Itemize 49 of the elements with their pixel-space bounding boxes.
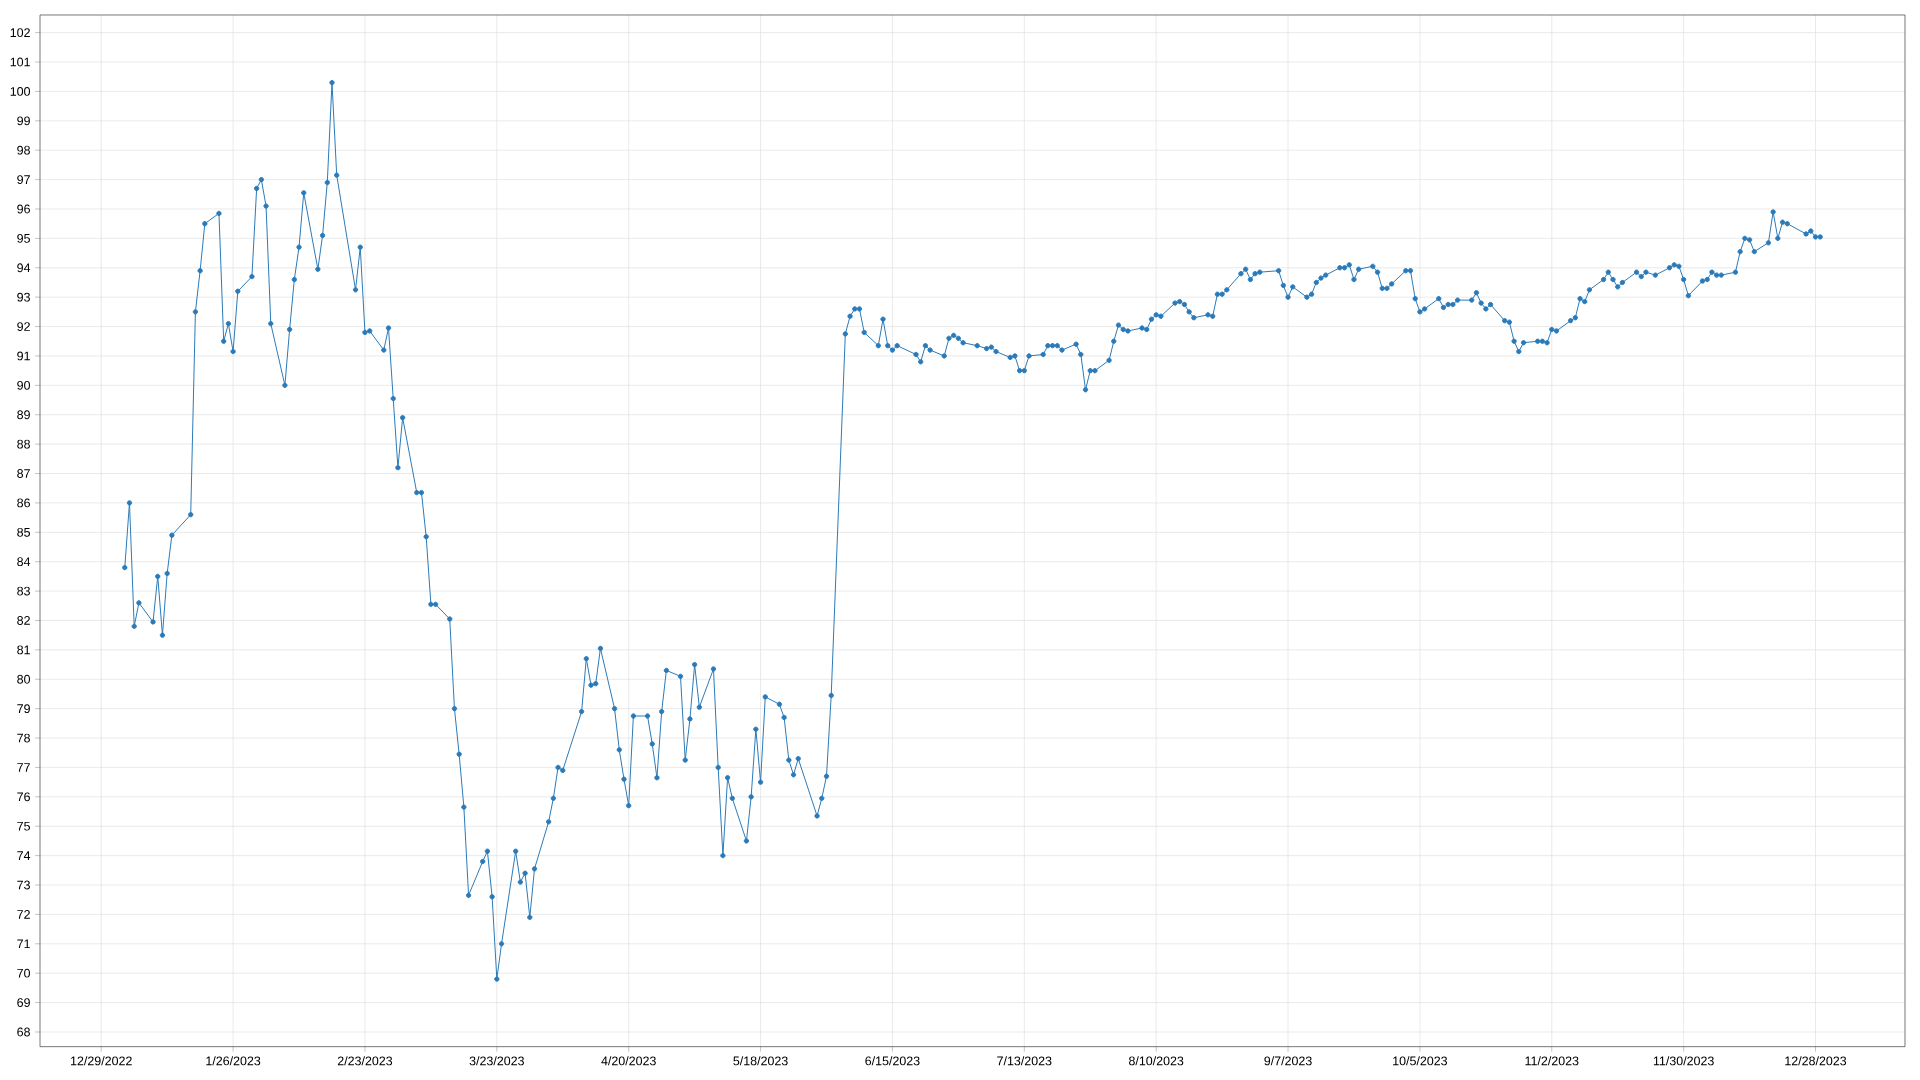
- y-tick-label: 83: [17, 586, 30, 596]
- y-tick-label: 78: [17, 733, 30, 743]
- x-tick-label: 7/13/2023: [997, 1056, 1052, 1066]
- y-tick-label: 73: [17, 880, 30, 890]
- y-tick-label: 88: [17, 439, 30, 449]
- y-tick-label: 70: [17, 968, 31, 978]
- x-tick-label: 5/18/2023: [733, 1056, 788, 1066]
- y-tick-label: 97: [17, 175, 30, 185]
- y-tick-label: 80: [17, 674, 31, 684]
- x-tick-label: 3/23/2023: [469, 1056, 524, 1066]
- x-tick-label: 10/5/2023: [1393, 1056, 1448, 1066]
- y-tick-label: 100: [10, 87, 31, 96]
- y-tick-label: 95: [17, 233, 30, 243]
- y-tick-label: 71: [17, 939, 30, 949]
- x-tick-label: 8/10/2023: [1129, 1056, 1184, 1066]
- x-tick-label: 4/20/2023: [601, 1056, 656, 1066]
- y-tick-label: 86: [17, 498, 30, 508]
- y-tick-label: 94: [17, 263, 31, 273]
- y-tick-label: 79: [17, 704, 30, 714]
- y-tick-label: 77: [17, 763, 30, 772]
- y-tick-label: 84: [17, 557, 31, 567]
- x-tick-label: 2/23/2023: [337, 1056, 393, 1066]
- y-tick-label: 87: [17, 469, 30, 478]
- x-tick-label: 11/2/2023: [1525, 1056, 1579, 1066]
- y-tick-label: 99: [17, 116, 30, 126]
- x-tick-label: 1/26/2023: [206, 1056, 261, 1066]
- y-tick-label: 92: [17, 322, 30, 331]
- x-tick-label: 11/30/2023: [1653, 1056, 1714, 1066]
- y-tick-label: 68: [17, 1027, 30, 1037]
- x-tick-label: 9/7/2023: [1264, 1056, 1312, 1066]
- y-tick-label: 102: [10, 28, 30, 38]
- y-tick-label: 82: [17, 616, 30, 625]
- y-tick-label: 76: [17, 792, 30, 802]
- y-tick-label: 81: [17, 645, 30, 655]
- x-tick-label: 6/15/2023: [865, 1056, 920, 1066]
- y-tick-label: 90: [17, 380, 31, 390]
- y-tick-label: 93: [17, 292, 30, 302]
- y-tick-label: 91: [17, 351, 30, 361]
- y-tick-label: 98: [17, 145, 30, 155]
- y-tick-label: 96: [17, 204, 30, 214]
- y-tick-label: 75: [17, 821, 30, 831]
- x-tick-label: 12/28/2023: [1785, 1056, 1847, 1066]
- y-tick-label: 74: [17, 851, 31, 860]
- y-tick-label: 85: [17, 527, 30, 537]
- y-tick-label: 89: [17, 410, 30, 420]
- y-tick-label: 72: [17, 910, 30, 919]
- y-tick-label: 69: [17, 998, 30, 1007]
- x-tick-label: 12/29/2022: [71, 1056, 132, 1066]
- y-tick-label: 101: [10, 57, 30, 67]
